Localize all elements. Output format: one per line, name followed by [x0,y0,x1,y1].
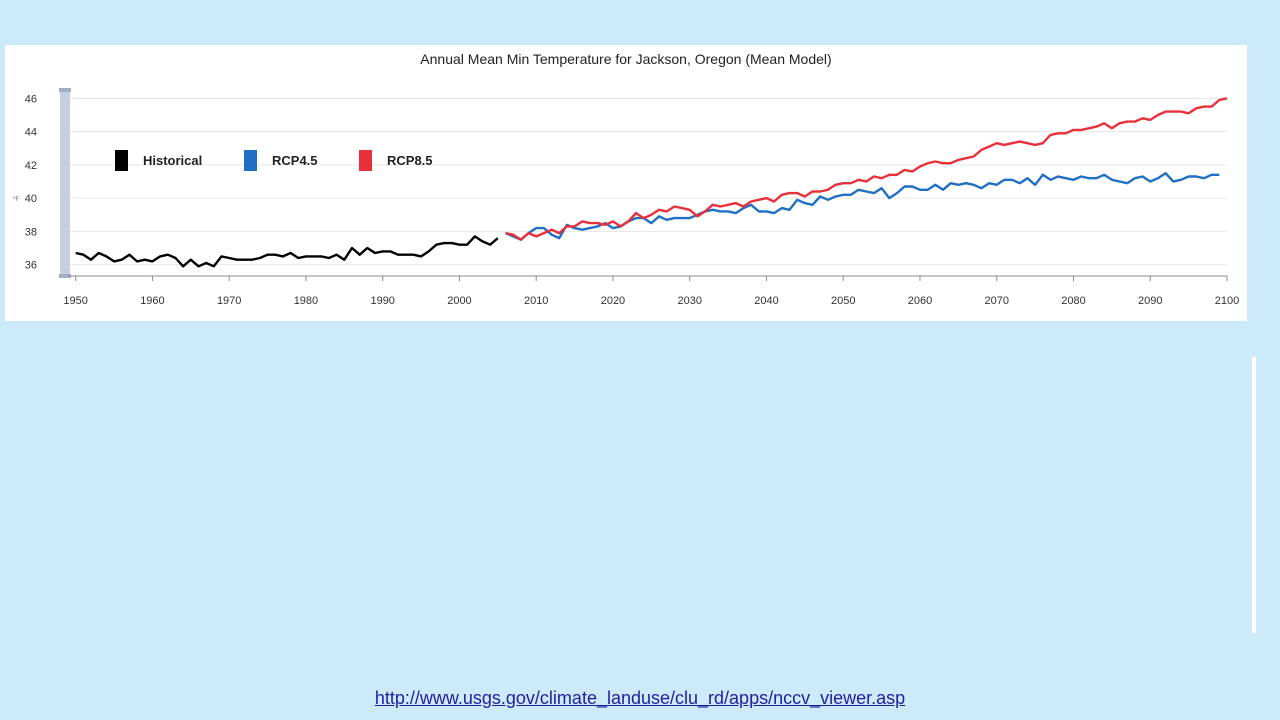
x-tick-label: 2060 [908,295,932,307]
x-tick-label: 2080 [1061,295,1085,307]
x-tick-label: 1970 [217,295,241,307]
y-tick-label: 44 [25,127,37,139]
legend-label-rcp4-5: RCP4.5 [272,153,318,168]
x-tick-label: 2000 [447,295,471,307]
chart-panel: Annual Mean Min Temperature for Jackson,… [5,45,1247,321]
x-tick-label: 2070 [984,295,1008,307]
y-tick-label: 36 [25,260,37,272]
y-tick-label: 38 [25,226,37,238]
x-tick-label: 2030 [677,295,701,307]
x-tick-label: 2090 [1138,295,1162,307]
y-axis-unit: °F [13,197,19,203]
legend-label-historical: Historical [143,153,202,168]
series-line-historical [75,235,499,268]
legend-swatch-historical [115,150,128,171]
range-slider-handle-bottom [59,274,71,278]
legend-swatch-rcp4-5 [244,150,257,171]
x-tick-label: 1960 [140,295,164,307]
x-tick-label: 2040 [754,295,778,307]
x-tick-label: 1980 [294,295,318,307]
series-line-rcp4-5 [505,171,1220,241]
x-tick-label: 2050 [831,295,855,307]
x-tick-label: 1990 [370,295,394,307]
decorative-bar [1252,357,1256,633]
x-tick-label: 1950 [63,295,87,307]
y-tick-label: 42 [25,160,37,172]
source-link[interactable]: http://www.usgs.gov/climate_landuse/clu_… [374,688,906,708]
legend-label-rcp8-5: RCP8.5 [387,153,433,168]
x-tick-label: 2020 [601,295,625,307]
y-tick-label: 40 [25,193,37,205]
range-slider-handle-top [59,88,71,92]
chart-title: Annual Mean Min Temperature for Jackson,… [420,51,831,67]
y-tick-label: 46 [25,93,37,105]
temperature-chart: Annual Mean Min Temperature for Jackson,… [13,51,1239,307]
x-tick-label: 2100 [1215,295,1239,307]
legend-swatch-rcp8-5 [359,150,372,171]
x-tick-label: 2010 [524,295,548,307]
range-slider-bar [60,90,70,276]
series-line-rcp8-5 [505,97,1228,241]
